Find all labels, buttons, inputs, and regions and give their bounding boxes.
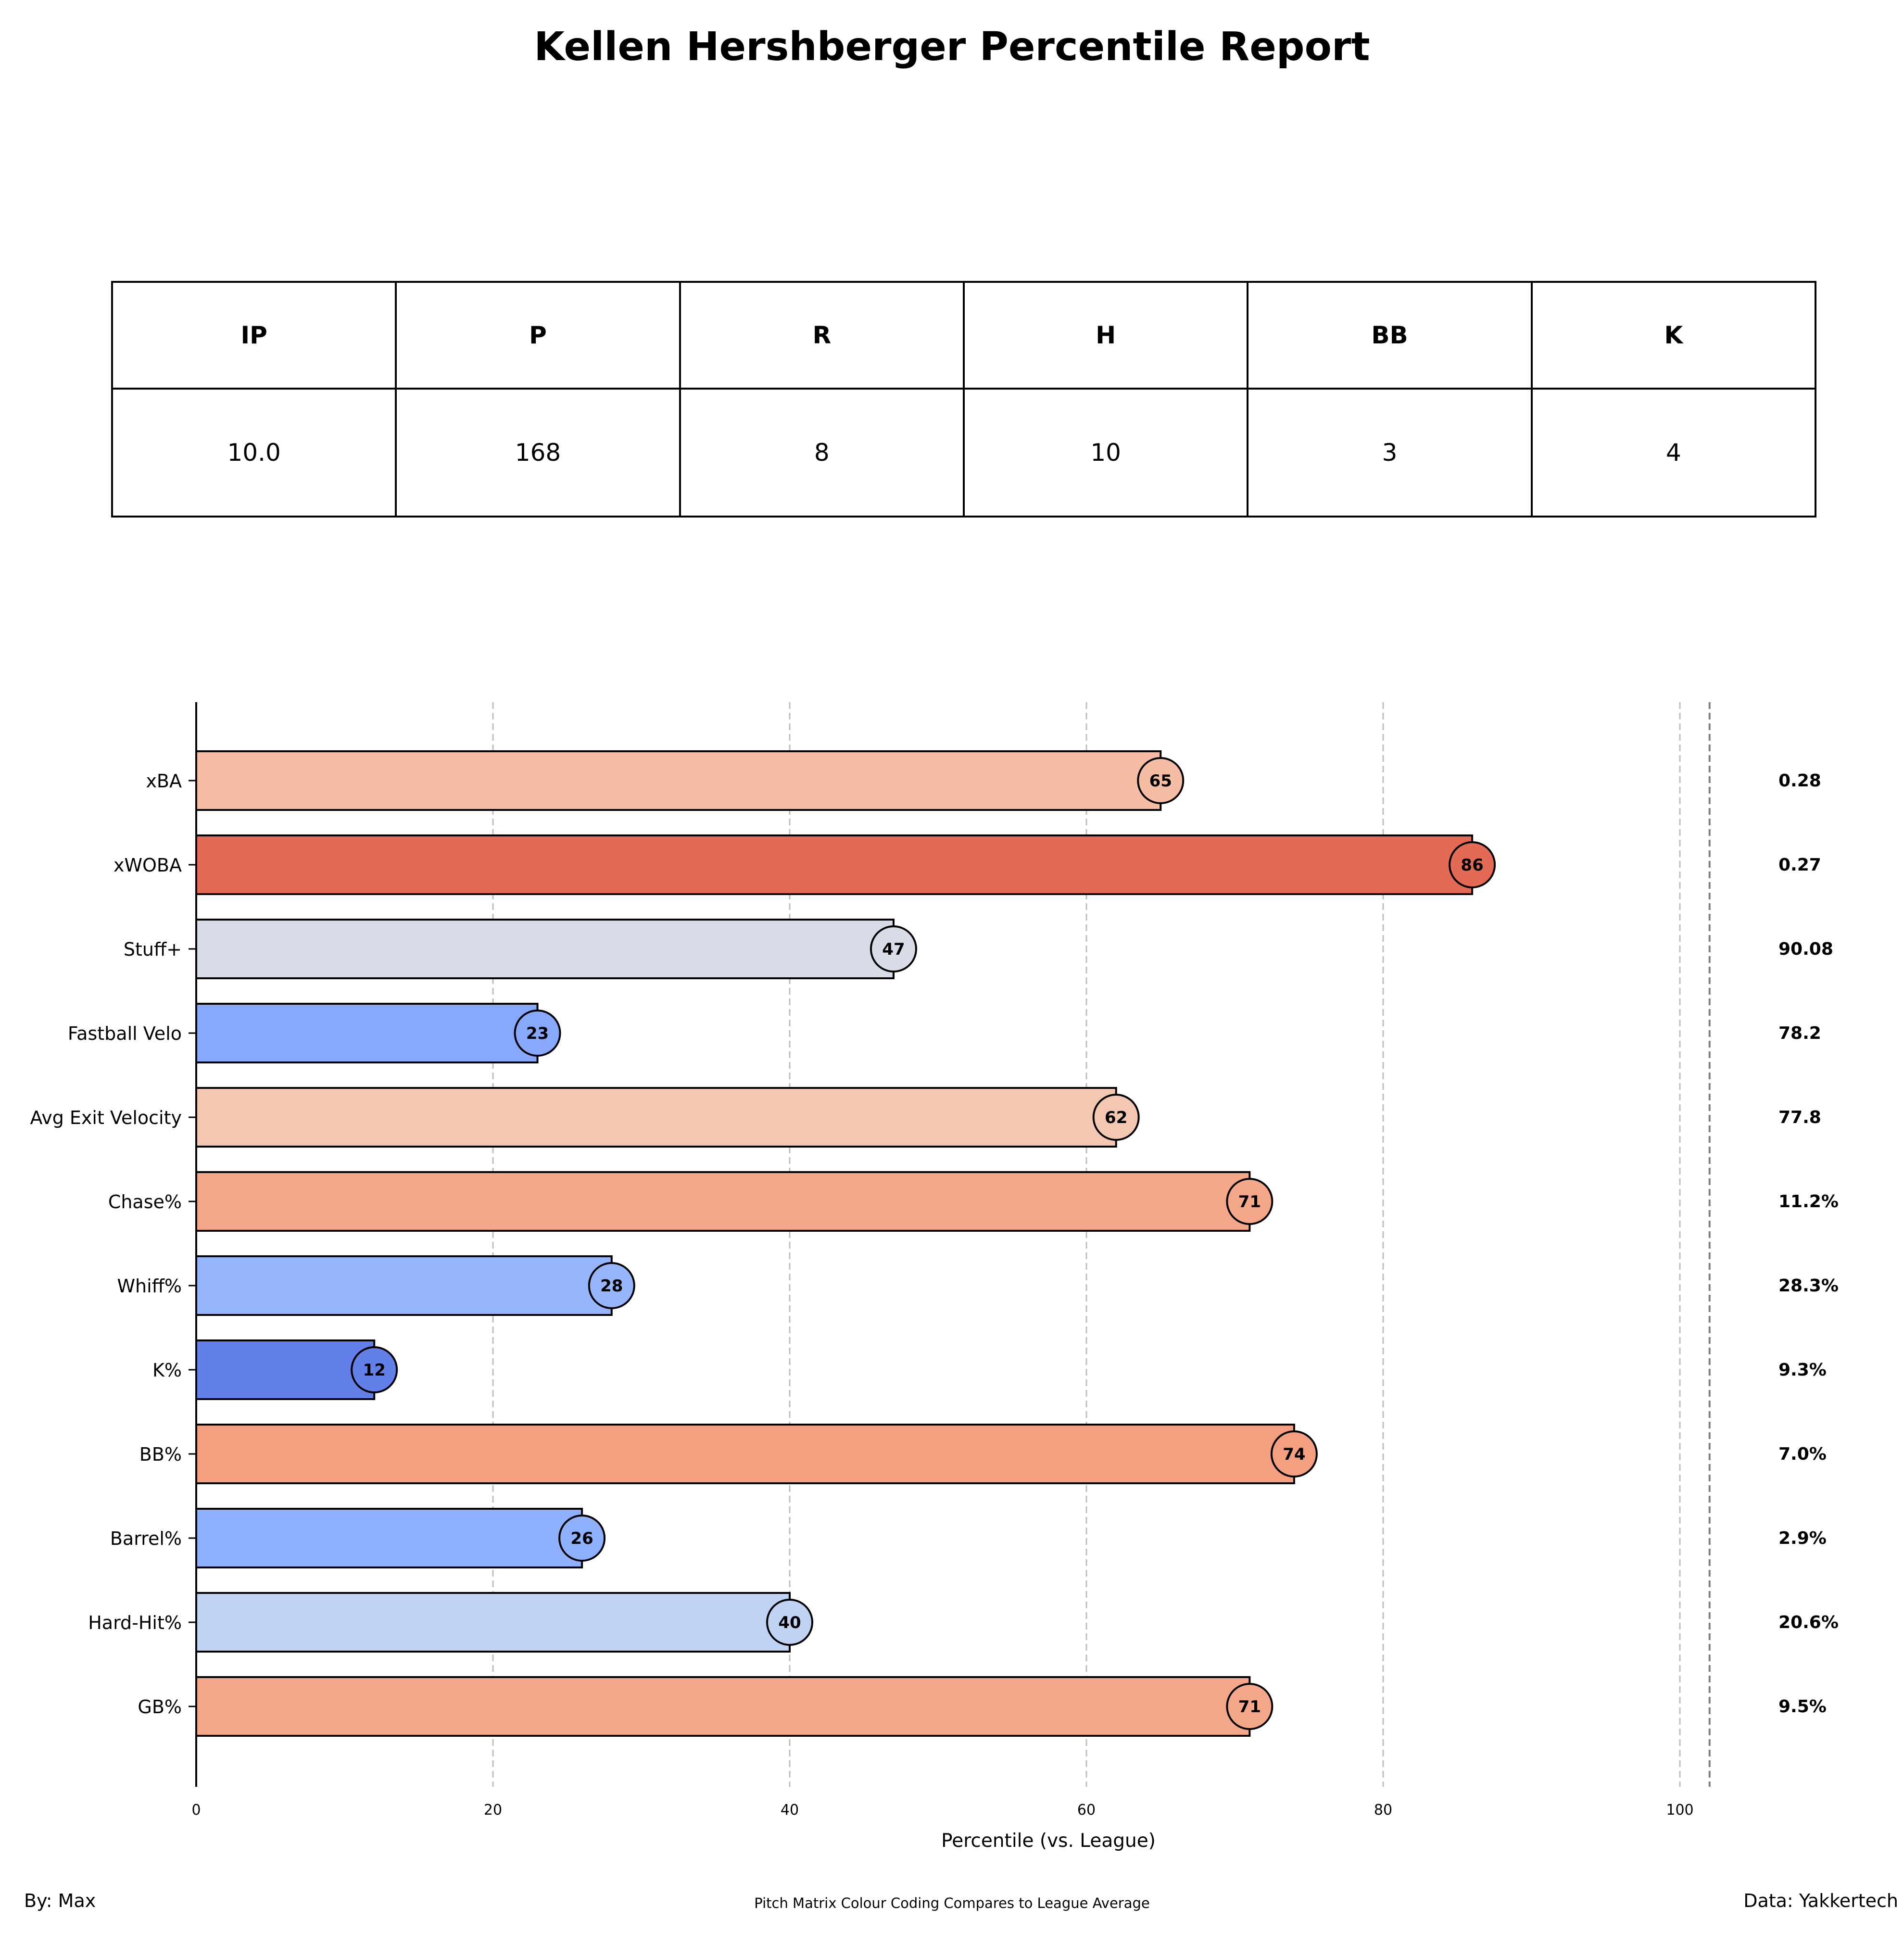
category-label: xWOBA bbox=[113, 855, 182, 876]
stats-table: IP P R H BB K 10.0 168 8 10 3 4 bbox=[111, 281, 1817, 518]
percentile-label: 86 bbox=[1461, 856, 1483, 875]
bar bbox=[195, 1171, 1251, 1232]
x-tick-label: 80 bbox=[1374, 1802, 1392, 1819]
stat-value-label: 0.27 bbox=[1778, 855, 1821, 875]
percentile-marker bbox=[514, 1010, 561, 1057]
stat-header-h: H bbox=[962, 281, 1249, 390]
stat-value-label: 78.2 bbox=[1778, 1023, 1821, 1043]
bar bbox=[195, 1508, 583, 1568]
stat-value-ip: 10.0 bbox=[111, 388, 397, 518]
category-label: GB% bbox=[138, 1696, 182, 1718]
bar bbox=[195, 834, 1474, 895]
bar bbox=[195, 1339, 376, 1400]
percentile-label: 62 bbox=[1105, 1108, 1127, 1127]
stat-value-label: 90.08 bbox=[1778, 939, 1833, 959]
stat-header-p: P bbox=[395, 281, 681, 390]
bar bbox=[195, 1255, 613, 1316]
stat-header-r: R bbox=[679, 281, 965, 390]
x-tick-label: 0 bbox=[191, 1802, 201, 1819]
percentile-label: 40 bbox=[778, 1613, 801, 1632]
percentile-label: 65 bbox=[1149, 771, 1172, 791]
stat-value-label: 2.9% bbox=[1778, 1528, 1827, 1548]
bar bbox=[195, 1003, 539, 1063]
percentile-marker bbox=[1226, 1683, 1274, 1730]
report-title: Kellen Hershberger Percentile Report bbox=[534, 24, 1370, 70]
percentile-label: 26 bbox=[570, 1529, 593, 1548]
bar bbox=[195, 1676, 1251, 1737]
percentile-label: 47 bbox=[882, 940, 905, 959]
percentile-marker bbox=[1449, 841, 1496, 888]
stat-value-label: 9.5% bbox=[1778, 1697, 1827, 1717]
bar bbox=[195, 750, 1162, 811]
category-label: Stuff+ bbox=[124, 939, 182, 960]
percentile-marker bbox=[351, 1346, 398, 1393]
stat-header-ip: IP bbox=[111, 281, 397, 390]
x-tick-label: 60 bbox=[1077, 1802, 1096, 1819]
x-tick-label: 20 bbox=[484, 1802, 502, 1819]
stat-value-h: 10 bbox=[962, 388, 1249, 518]
category-label: Fastball Velo bbox=[68, 1023, 182, 1044]
bar bbox=[195, 1592, 791, 1653]
stat-value-r: 8 bbox=[679, 388, 965, 518]
category-label: Chase% bbox=[108, 1191, 182, 1212]
percentile-marker bbox=[870, 925, 917, 972]
stat-value-bb: 3 bbox=[1247, 388, 1533, 518]
stat-header-bb: BB bbox=[1247, 281, 1533, 390]
percentile-label: 23 bbox=[526, 1024, 549, 1043]
bar bbox=[195, 919, 895, 979]
category-label: Whiff% bbox=[117, 1276, 182, 1297]
stat-value-label: 77.8 bbox=[1778, 1108, 1821, 1127]
percentile-label: 71 bbox=[1238, 1697, 1261, 1717]
category-label: Hard-Hit% bbox=[88, 1612, 182, 1633]
x-tick-label: 40 bbox=[781, 1802, 799, 1819]
percentile-marker bbox=[766, 1599, 813, 1646]
footer-author: By: Max bbox=[24, 1890, 96, 1911]
footer-note: Pitch Matrix Colour Coding Compares to L… bbox=[754, 1895, 1150, 1911]
stat-value-label: 28.3% bbox=[1778, 1276, 1839, 1296]
category-label: Barrel% bbox=[110, 1528, 182, 1549]
stat-value-label: 9.3% bbox=[1778, 1360, 1827, 1380]
x-tick-label: 100 bbox=[1666, 1802, 1693, 1819]
category-label: K% bbox=[152, 1360, 182, 1381]
percentile-marker bbox=[558, 1515, 606, 1562]
percentile-label: 71 bbox=[1238, 1192, 1261, 1212]
stats-value-row: 10.0 168 8 10 3 4 bbox=[111, 388, 1817, 518]
stat-value-p: 168 bbox=[395, 388, 681, 518]
bar bbox=[195, 1087, 1117, 1148]
stat-value-label: 0.28 bbox=[1778, 771, 1821, 791]
footer-source: Data: Yakkertech bbox=[1743, 1890, 1898, 1911]
category-label: xBA bbox=[146, 770, 182, 792]
stat-value-label: 11.2% bbox=[1778, 1192, 1839, 1212]
stat-value-k: 4 bbox=[1530, 388, 1817, 518]
category-label: BB% bbox=[139, 1444, 182, 1465]
stat-header-k: K bbox=[1530, 281, 1817, 390]
stat-value-label: 20.6% bbox=[1778, 1613, 1839, 1632]
x-axis-label: Percentile (vs. League) bbox=[941, 1830, 1156, 1852]
percentile-marker bbox=[1137, 757, 1185, 804]
stats-header-row: IP P R H BB K bbox=[111, 281, 1817, 390]
percentile-marker bbox=[1270, 1430, 1318, 1478]
percentile-label: 28 bbox=[600, 1276, 623, 1296]
percentile-marker bbox=[1226, 1178, 1274, 1225]
percentile-marker bbox=[1092, 1094, 1140, 1141]
stat-value-label: 7.0% bbox=[1778, 1444, 1827, 1464]
category-label: Avg Exit Velocity bbox=[30, 1107, 182, 1128]
percentile-marker bbox=[588, 1262, 635, 1309]
percentile-label: 12 bbox=[363, 1361, 386, 1380]
percentile-label: 74 bbox=[1283, 1445, 1305, 1464]
bar bbox=[195, 1424, 1295, 1484]
